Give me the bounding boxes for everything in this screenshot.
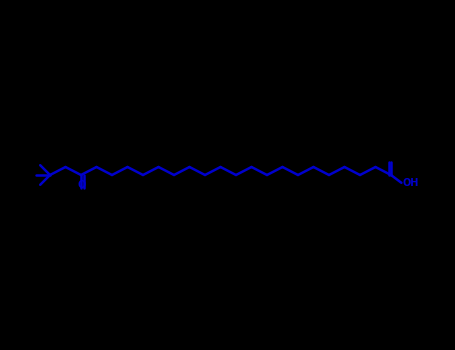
Text: OH: OH (402, 178, 419, 188)
Text: O: O (78, 180, 86, 190)
